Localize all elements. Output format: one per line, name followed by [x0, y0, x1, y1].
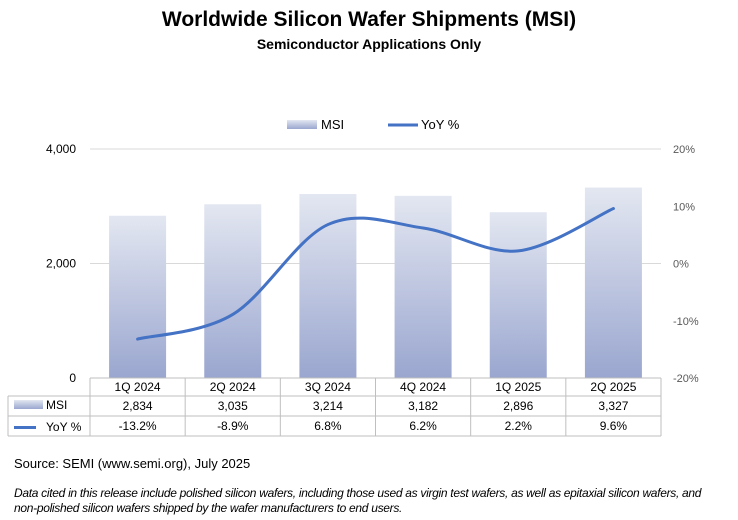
- source-text: Source: SEMI (www.semi.org), July 2025: [14, 456, 251, 471]
- bar-0: [109, 215, 167, 378]
- category-label-0: 1Q 2024: [115, 380, 161, 394]
- data-table: MSI YoY % 1Q 2024 2Q 2024 3Q 2024 4Q 2024 1Q…: [7, 377, 662, 437]
- yoy-value-0: -13.2%: [119, 419, 157, 433]
- bar-3: [394, 195, 452, 378]
- y-left-tick-label-1: 2,000: [46, 257, 76, 271]
- yoy-value-2: 6.8%: [314, 419, 342, 433]
- table-key-yoy: [14, 426, 36, 429]
- category-label-1: 2Q 2024: [210, 380, 256, 394]
- chart-subtitle: Semiconductor Applications Only: [257, 36, 482, 52]
- y-right-tick-label-1: -10%: [673, 316, 699, 328]
- chart-title: Worldwide Silicon Wafer Shipments (MSI): [162, 8, 576, 31]
- msi-value-4: 2,896: [503, 399, 533, 413]
- bar-4: [489, 212, 547, 378]
- legend-label-msi: MSI: [321, 117, 344, 132]
- msi-value-1: 3,035: [218, 399, 248, 413]
- y-right-tick-label-2: 0%: [673, 259, 689, 271]
- footnote-text: Data cited in this release include polis…: [14, 486, 702, 515]
- table-key-msi: [14, 400, 43, 409]
- yoy-value-1: -8.9%: [217, 419, 249, 433]
- chart: Worldwide Silicon Wafer Shipments (MSI) …: [7, 8, 699, 437]
- yoy-value-4: 2.2%: [505, 419, 533, 433]
- y-axis-left: 0 2,000 4,000: [46, 142, 76, 385]
- yoy-value-3: 6.2%: [409, 419, 437, 433]
- yoy-line-layer: [136, 207, 615, 341]
- table-row-label-yoy: YoY %: [46, 420, 82, 434]
- y-left-tick-label-2: 4,000: [46, 142, 76, 156]
- y-left-tick-label-0: 0: [69, 371, 76, 385]
- legend: MSI YoY %: [287, 117, 460, 132]
- category-label-5: 2Q 2025: [590, 380, 636, 394]
- bars: [109, 187, 642, 378]
- y-right-tick-label-4: 20%: [673, 144, 695, 156]
- yoy-line: [136, 207, 615, 341]
- y-right-tick-label-3: 10%: [673, 201, 695, 213]
- yoy-value-5: 9.6%: [600, 419, 628, 433]
- legend-label-yoy: YoY %: [421, 117, 460, 132]
- table-row-label-msi: MSI: [46, 398, 67, 412]
- gridlines: [90, 148, 661, 379]
- legend-swatch-msi: [287, 120, 317, 129]
- msi-value-2: 3,214: [313, 399, 343, 413]
- msi-value-5: 3,327: [598, 399, 628, 413]
- y-right-tick-label-0: -20%: [673, 373, 699, 385]
- bar-1: [204, 204, 262, 378]
- msi-value-0: 2,834: [123, 399, 153, 413]
- msi-value-3: 3,182: [408, 399, 438, 413]
- category-label-4: 1Q 2025: [495, 380, 541, 394]
- bar-2: [299, 193, 357, 378]
- y-axis-right: -20% -10% 0% 10% 20%: [673, 144, 699, 385]
- category-label-2: 3Q 2024: [305, 380, 351, 394]
- category-label-3: 4Q 2024: [400, 380, 446, 394]
- bar-5: [584, 187, 642, 378]
